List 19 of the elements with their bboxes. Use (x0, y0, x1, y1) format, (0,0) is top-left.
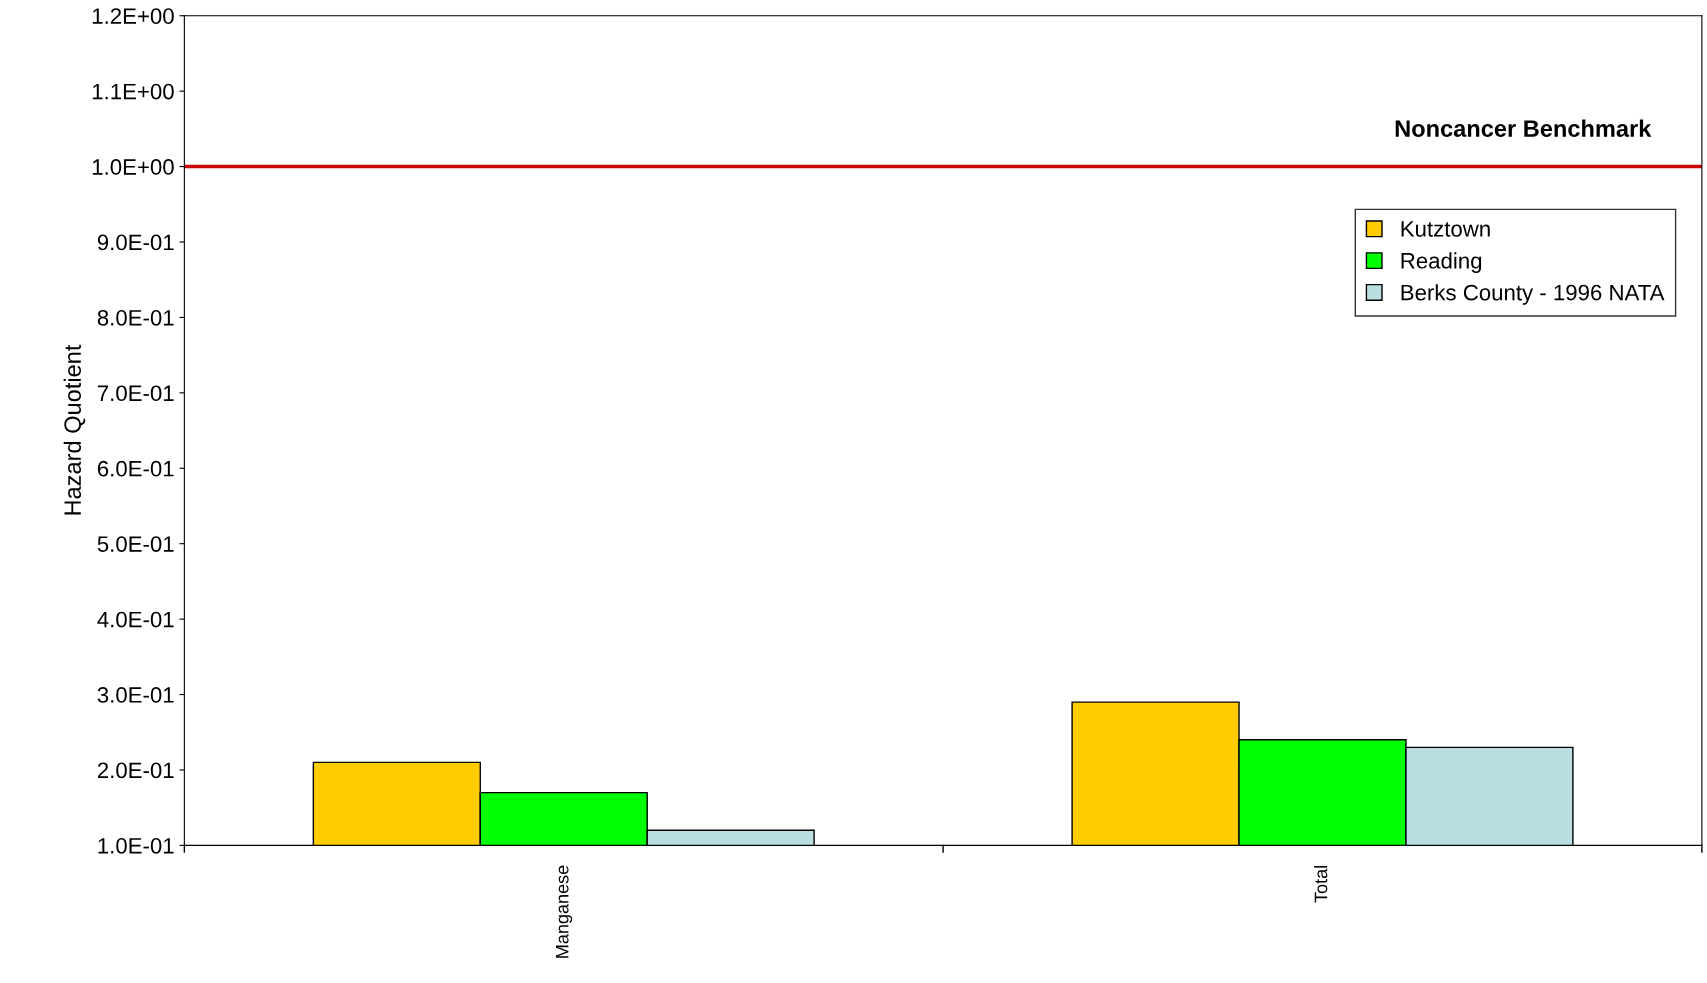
y-tick-label: 9.0E-01 (97, 234, 174, 251)
y-tick-label: 1.0E-01 (98, 837, 174, 854)
y-axis-title: Hazard Quotient (63, 344, 86, 515)
y-tick-label: 3.0E-01 (97, 687, 174, 703)
x-tick-label: Total (1314, 866, 1328, 903)
legend-label: Berks County - 1996 NATA (1401, 284, 1665, 305)
y-tick-label: 8.0E-01 (97, 309, 174, 326)
y-tick-label: 1.2E+00 (92, 8, 174, 24)
y-tick-label: 2.0E-01 (97, 762, 174, 779)
y-tick-label: 1.1E+00 (92, 83, 174, 100)
ref-line-label: Noncancer Benchmark (1395, 119, 1652, 137)
x-tick-label: Manganese (555, 865, 573, 958)
y-tick-label: 7.0E-01 (97, 385, 174, 402)
y-tick-label: 4.0E-01 (97, 611, 174, 628)
y-tick-label: 5.0E-01 (97, 536, 174, 552)
y-tick-label: 1.0E+00 (92, 159, 174, 175)
legend-label: Reading (1401, 252, 1482, 274)
legend-label: Kutztown (1401, 221, 1490, 237)
y-tick-label: 6.0E-01 (97, 460, 174, 477)
